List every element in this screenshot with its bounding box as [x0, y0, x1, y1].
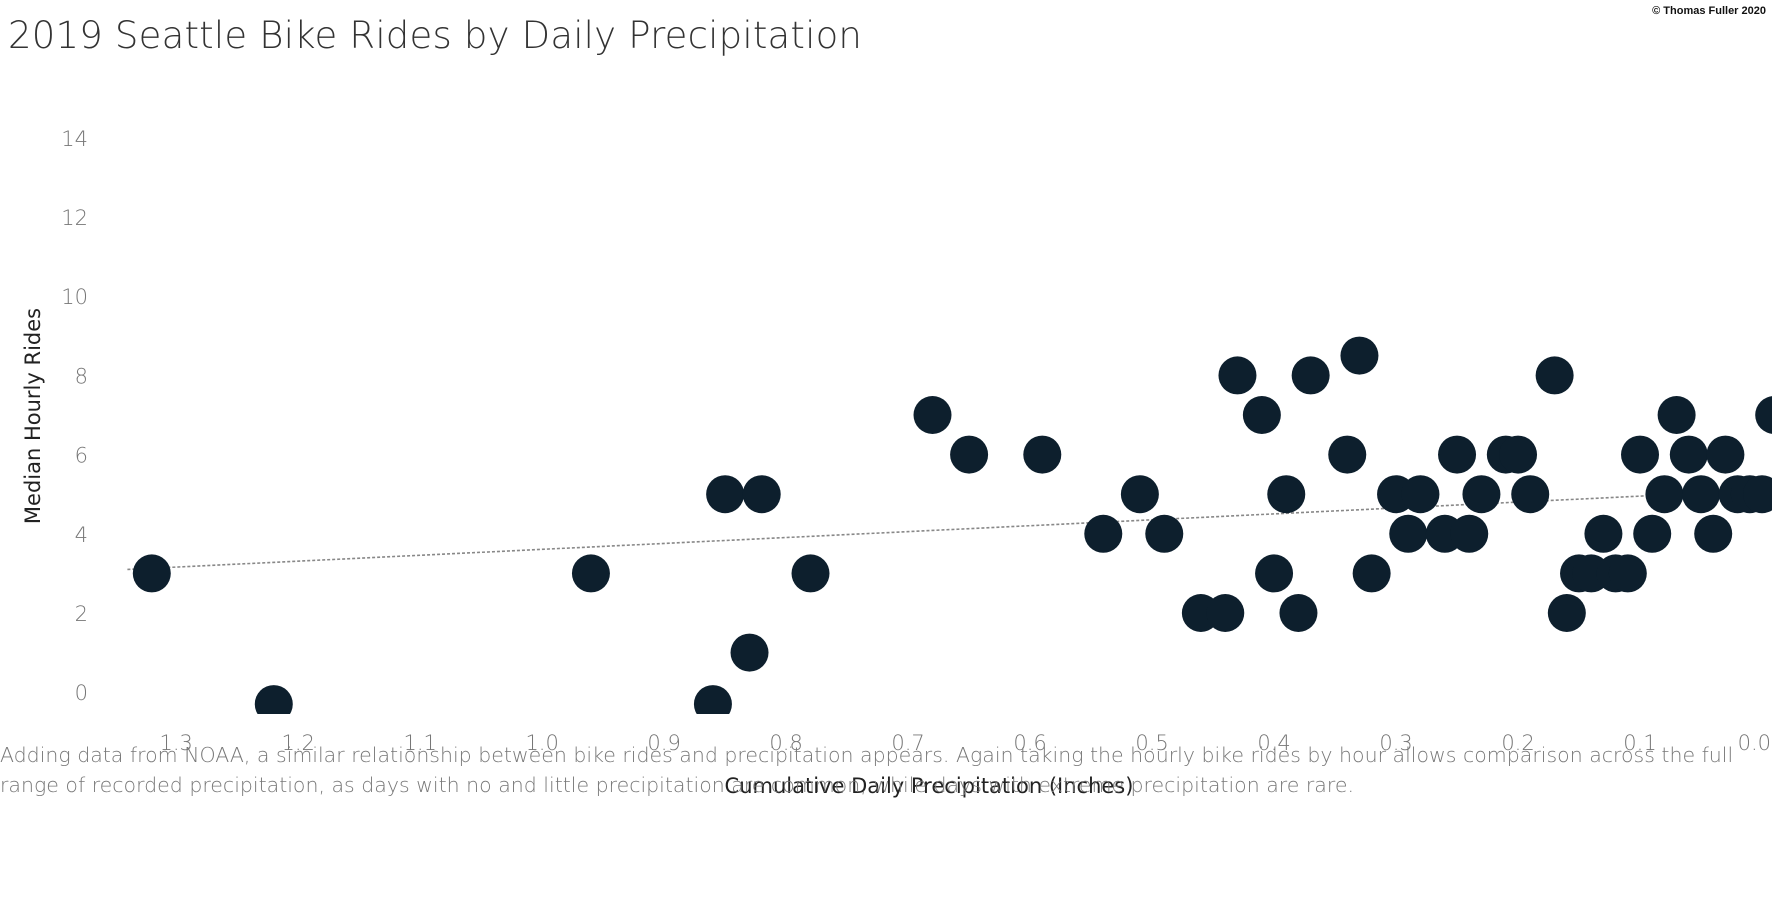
data-point — [1584, 514, 1623, 553]
data-point — [1023, 435, 1062, 474]
x-axis-ticks: 1.3 1.2 1.1 1.0 0.9 0.8 0.7 0.6 0.5 0.4 0.3 0.2 0.1 0… — [159, 731, 1771, 755]
y-axis-ticks: 0 2 4 6 8 10 12 14 — [61, 127, 88, 705]
y-tick-label: 0 — [75, 681, 88, 705]
data-point — [1621, 435, 1660, 474]
y-tick-label: 10 — [61, 285, 88, 309]
data-point — [1706, 435, 1745, 474]
data-point — [1450, 514, 1489, 553]
data-point — [1279, 594, 1318, 632]
data-points — [132, 336, 1772, 714]
data-point — [1267, 475, 1306, 514]
trend-line — [127, 489, 1763, 571]
data-point — [913, 396, 952, 434]
x-tick-label: 0.1 — [1623, 731, 1656, 755]
data-point — [1389, 514, 1428, 553]
data-point — [1694, 514, 1733, 553]
x-axis-label: Cumulative Daily Precipitation (Inches) — [725, 774, 1134, 798]
data-point — [571, 554, 610, 593]
data-point — [254, 685, 293, 714]
data-point — [1633, 514, 1672, 553]
data-point — [950, 435, 989, 474]
data-point — [1291, 356, 1330, 395]
data-point — [1547, 594, 1586, 632]
x-tick-label: 0.8 — [769, 731, 802, 755]
data-point — [1743, 475, 1772, 514]
chart-title: 2019 Seattle Bike Rides by Daily Precipi… — [8, 14, 863, 57]
x-tick-label: 0.6 — [1013, 731, 1046, 755]
x-tick-label: 0.0 — [1738, 731, 1771, 755]
data-point — [706, 475, 745, 514]
data-point — [1669, 435, 1708, 474]
x-tick-label: 0.3 — [1379, 731, 1412, 755]
data-point — [1242, 396, 1281, 434]
x-tick-label: 0.2 — [1501, 731, 1534, 755]
data-point — [791, 554, 830, 593]
x-tick-label: 1.1 — [403, 731, 436, 755]
y-axis-label: Median Hourly Rides — [21, 308, 45, 524]
data-point — [1755, 396, 1772, 434]
data-point — [1535, 356, 1574, 395]
data-point — [1206, 594, 1245, 632]
data-point — [1438, 435, 1477, 474]
data-point — [1608, 554, 1647, 593]
chart-caption: Adding data from NOAA, a similar relatio… — [0, 743, 1734, 797]
data-point — [1255, 554, 1294, 593]
data-point — [1401, 475, 1440, 514]
data-point — [1499, 435, 1538, 474]
data-point — [132, 554, 171, 593]
data-point — [1084, 514, 1123, 553]
data-point — [1218, 356, 1257, 395]
x-tick-label: 0.9 — [647, 731, 680, 755]
x-tick-label: 1.0 — [525, 731, 558, 755]
data-point — [1645, 475, 1684, 514]
y-tick-label: 2 — [75, 602, 88, 626]
data-point — [730, 633, 769, 672]
data-point — [1657, 396, 1696, 434]
data-point — [693, 685, 732, 714]
data-point — [1352, 554, 1391, 593]
data-point — [1120, 475, 1159, 514]
x-tick-label: 0.5 — [1135, 731, 1168, 755]
x-tick-label: 0.7 — [891, 731, 924, 755]
copyright-note: © Thomas Fuller 2020 — [1652, 5, 1766, 17]
data-point — [1511, 475, 1550, 514]
y-tick-label: 4 — [75, 523, 88, 547]
y-tick-label: 14 — [61, 127, 88, 151]
data-point — [1462, 475, 1501, 514]
data-point — [1328, 435, 1367, 474]
y-tick-label: 8 — [75, 364, 88, 388]
y-tick-label: 6 — [75, 444, 88, 468]
y-tick-label: 12 — [61, 206, 88, 230]
x-tick-label: 0.4 — [1257, 731, 1290, 755]
data-point — [742, 475, 781, 514]
x-tick-label: 1.2 — [281, 731, 314, 755]
data-point — [1340, 336, 1379, 375]
x-tick-label: 1.3 — [159, 731, 192, 755]
data-point — [1145, 514, 1184, 553]
data-point — [1682, 475, 1721, 514]
